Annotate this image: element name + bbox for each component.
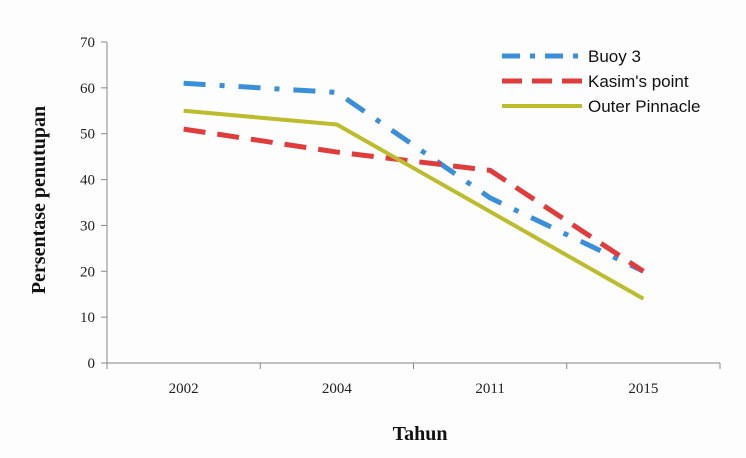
- tick-labels: 0 10 20 30 40 50 60 70 2002 2004 2011 2015: [80, 35, 658, 397]
- y-tick-label: 30: [80, 218, 95, 234]
- y-tick-label: 40: [80, 173, 95, 189]
- x-tick-label: 2011: [475, 381, 504, 397]
- series-lines: [183, 80, 645, 301]
- y-tick-label: 20: [80, 264, 95, 280]
- axes: [101, 41, 721, 369]
- series-line-0: [183, 80, 645, 274]
- legend-label-0: Buoy 3: [588, 47, 641, 66]
- legend-label-2: Outer Pinnacle: [588, 97, 700, 116]
- y-tick-label: 10: [80, 310, 95, 326]
- x-tick-label: 2004: [322, 381, 353, 397]
- legend-label-1: Kasim's point: [588, 72, 689, 91]
- y-axis-title: Persentase penutupan: [28, 106, 50, 294]
- y-tick-label: 0: [88, 356, 96, 372]
- x-tick-label: 2002: [169, 381, 199, 397]
- y-tick-label: 70: [80, 35, 95, 51]
- legend: Buoy 3 Kasim's point Outer Pinnacle: [502, 47, 700, 116]
- series-line-1: [183, 126, 645, 274]
- x-tick-label: 2015: [628, 381, 658, 397]
- y-tick-label: 50: [80, 127, 95, 143]
- series-line-2: [183, 108, 645, 301]
- x-axis-title: Tahun: [393, 423, 448, 445]
- y-tick-label: 60: [80, 81, 95, 97]
